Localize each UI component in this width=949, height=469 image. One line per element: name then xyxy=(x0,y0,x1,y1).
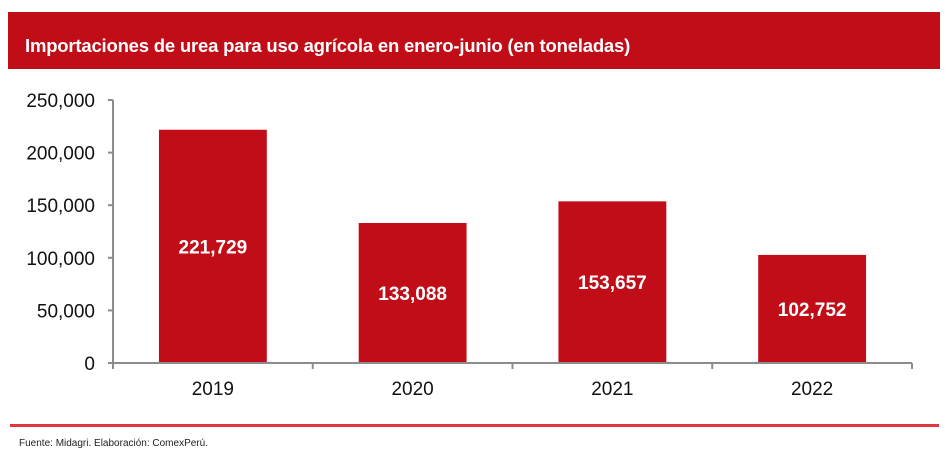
chart-title: Importaciones de urea para uso agrícola … xyxy=(25,35,631,56)
y-tick-label: 150,000 xyxy=(26,196,95,217)
x-tick-label: 2022 xyxy=(791,379,833,400)
y-tick-label: 0 xyxy=(84,354,95,375)
bar-2021 xyxy=(558,201,667,363)
y-tick-label: 250,000 xyxy=(26,91,95,112)
bar-2022 xyxy=(758,254,867,363)
data-label-2019: 221,729 xyxy=(179,237,248,258)
data-label-2022: 102,752 xyxy=(778,300,847,321)
y-tick-label: 100,000 xyxy=(26,249,95,270)
x-tick-label: 2019 xyxy=(192,379,234,400)
y-tick-label: 50,000 xyxy=(37,301,95,322)
data-label-2020: 133,088 xyxy=(378,284,447,305)
data-label-2021: 153,657 xyxy=(578,273,647,294)
y-tick-label: 200,000 xyxy=(26,144,95,165)
title-bar xyxy=(8,12,940,69)
x-axis-ticks: 2019 2020 2021 2022 xyxy=(112,363,913,400)
x-tick-label: 2021 xyxy=(591,379,633,400)
x-tick-label: 2020 xyxy=(391,379,433,400)
y-axis-ticks: 0 50,000 100,000 150,000 200,000 250,000 xyxy=(26,91,113,375)
bar-2020 xyxy=(358,222,467,363)
source-note: Fuente: Midagri. Elaboración: ComexPerú. xyxy=(19,438,208,449)
footer-divider xyxy=(10,424,939,427)
bar-2019 xyxy=(158,129,267,363)
bars: 221,729 133,088 153,657 102,752 xyxy=(158,129,867,363)
